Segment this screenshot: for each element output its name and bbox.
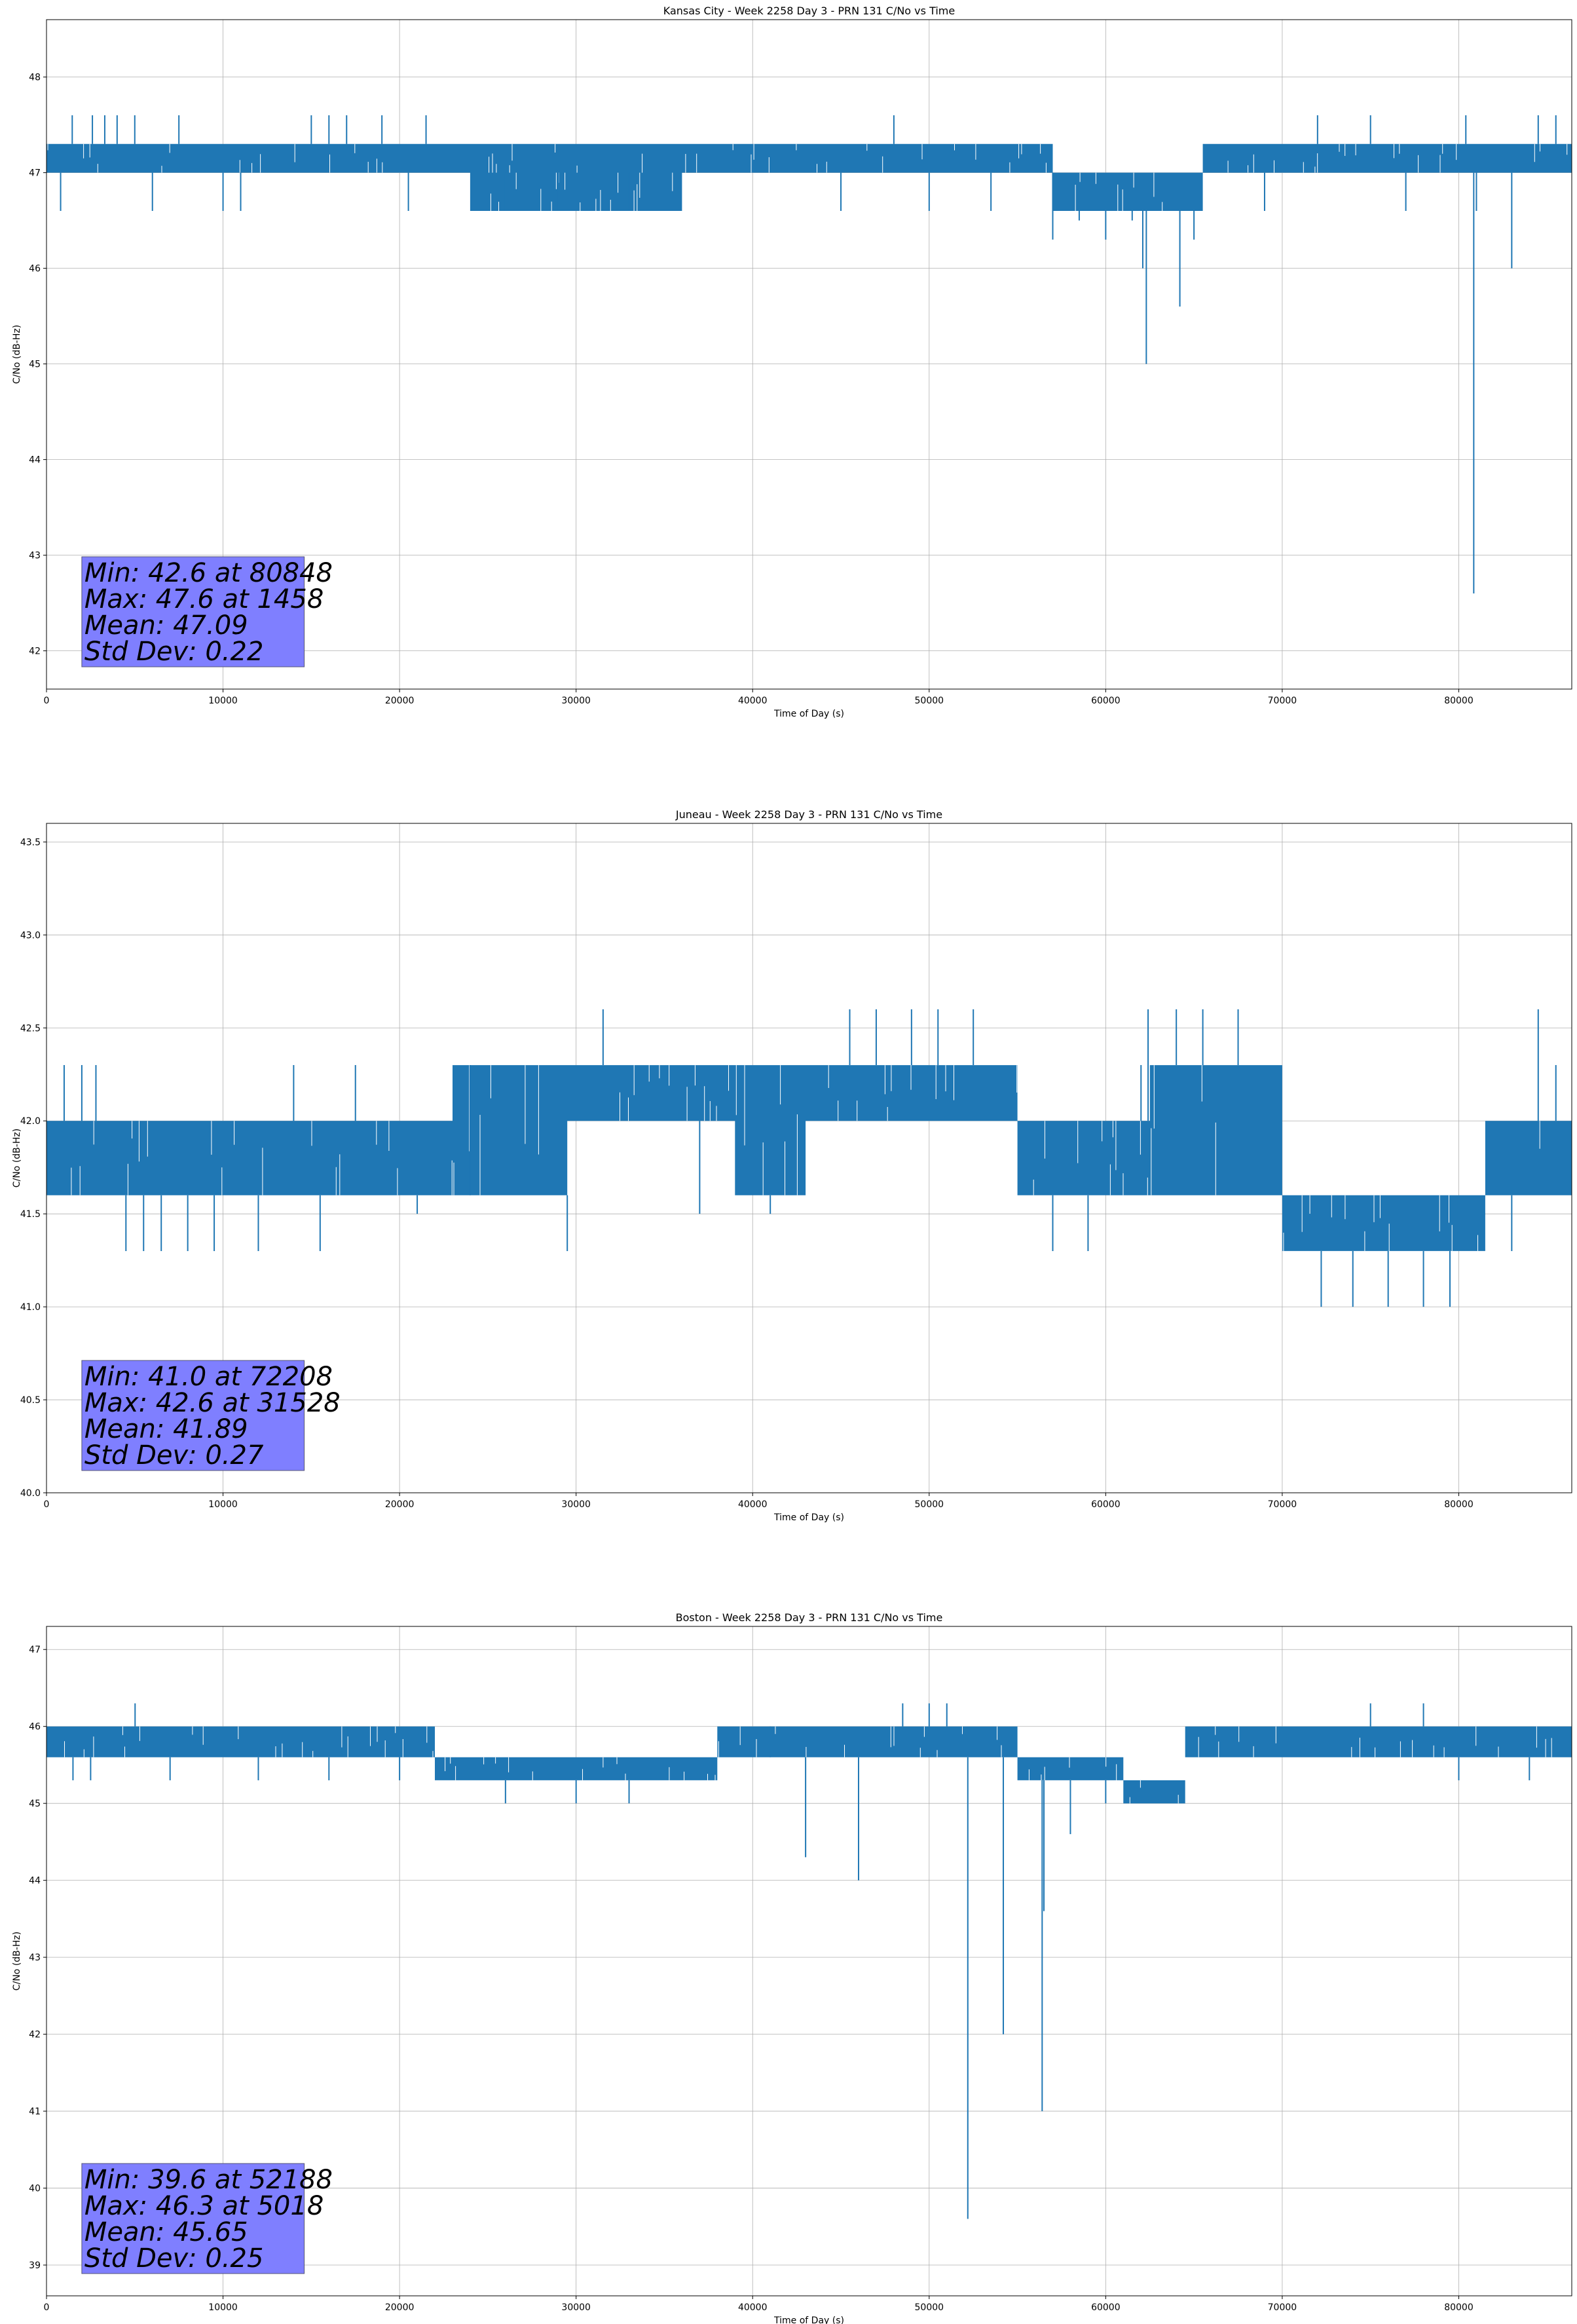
x-tick-label: 0 bbox=[44, 696, 50, 706]
y-tick-label: 48 bbox=[29, 73, 41, 83]
x-tick-label: 20000 bbox=[385, 1499, 415, 1510]
y-tick-label: 40.0 bbox=[20, 1488, 41, 1499]
y-tick-label: 39 bbox=[29, 2260, 41, 2271]
series-band bbox=[46, 1726, 1572, 1804]
y-axis-label: C/No (dB-Hz) bbox=[12, 325, 22, 384]
x-axis-label: Time of Day (s) bbox=[773, 2315, 844, 2324]
stats-std: Std Dev: 0.25 bbox=[84, 2243, 264, 2274]
stats-min: Min: 39.6 at 52188 bbox=[84, 2165, 333, 2195]
y-tick-label: 42 bbox=[29, 2030, 41, 2040]
x-tick-label: 30000 bbox=[561, 696, 591, 706]
x-tick-label: 70000 bbox=[1268, 1499, 1297, 1510]
y-axis-label: C/No (dB-Hz) bbox=[12, 1129, 22, 1188]
chart-panel-1: 0 10000 20000 30000 40000 50000 60000 70000 8000… bbox=[12, 808, 1572, 1523]
x-tick-label: 70000 bbox=[1268, 696, 1297, 706]
x-tick-label: 40000 bbox=[738, 696, 768, 706]
plot-frame bbox=[46, 1626, 1572, 2296]
x-tick-label: 60000 bbox=[1091, 1499, 1121, 1510]
y-tick-label: 46 bbox=[29, 1722, 41, 1733]
y-tick-label: 43.5 bbox=[20, 837, 41, 848]
stats-max: Max: 42.6 at 31528 bbox=[84, 1388, 341, 1418]
chart-panel-0: 0 10000 20000 30000 40000 50000 60000 70000 8000… bbox=[12, 5, 1572, 719]
x-tick-label: 30000 bbox=[561, 2302, 591, 2313]
y-tick-label: 40.5 bbox=[20, 1395, 41, 1406]
x-tick-label: 80000 bbox=[1444, 696, 1474, 706]
x-tick-label: 60000 bbox=[1091, 2302, 1121, 2313]
stats-box-background bbox=[81, 1360, 305, 1471]
stats-box-background bbox=[81, 2163, 305, 2274]
x-tick-label: 10000 bbox=[208, 696, 238, 706]
x-tick-label: 0 bbox=[44, 2302, 50, 2313]
x-tick-label: 40000 bbox=[738, 2302, 768, 2313]
y-tick-label: 41.0 bbox=[20, 1302, 41, 1313]
y-tick-label: 41 bbox=[29, 2107, 41, 2117]
x-tick-label: 80000 bbox=[1444, 2302, 1474, 2313]
stats-mean: Mean: 47.09 bbox=[84, 610, 248, 641]
y-tick-label: 42.5 bbox=[20, 1023, 41, 1034]
x-tick-label: 30000 bbox=[561, 1499, 591, 1510]
chart-panel-2: 0 10000 20000 30000 40000 50000 60000 70000 8000… bbox=[12, 1611, 1572, 2324]
stats-mean: Mean: 45.65 bbox=[84, 2217, 248, 2247]
y-tick-label: 45 bbox=[29, 360, 41, 370]
series-band bbox=[46, 143, 1572, 211]
series-gaps bbox=[64, 1726, 1552, 1804]
stats-std: Std Dev: 0.27 bbox=[84, 1440, 264, 1471]
stats-box-background bbox=[81, 556, 305, 667]
series-gaps bbox=[47, 143, 1568, 211]
y-tick-label: 47 bbox=[29, 1645, 41, 1655]
data-series bbox=[46, 1703, 1572, 2219]
data-series bbox=[46, 1009, 1572, 1307]
series-gaps bbox=[71, 1065, 1540, 1251]
x-tick-label: 50000 bbox=[915, 2302, 944, 2313]
x-tick-label: 20000 bbox=[385, 696, 415, 706]
x-tick-label: 80000 bbox=[1444, 1499, 1474, 1510]
y-tick-label: 42 bbox=[29, 647, 41, 657]
y-tick-label: 41.5 bbox=[20, 1209, 41, 1220]
y-tick-label: 42.0 bbox=[20, 1116, 41, 1127]
chart-title: Juneau - Week 2258 Day 3 - PRN 131 C/No … bbox=[675, 808, 942, 821]
x-tick-label: 10000 bbox=[208, 1499, 238, 1510]
series-band bbox=[46, 1065, 1572, 1251]
y-tick-label: 40 bbox=[29, 2184, 41, 2194]
data-series bbox=[46, 115, 1572, 593]
x-tick-label: 70000 bbox=[1268, 2302, 1297, 2313]
y-tick-label: 46 bbox=[29, 264, 41, 274]
y-tick-label: 43 bbox=[29, 551, 41, 561]
x-tick-label: 0 bbox=[44, 1499, 50, 1510]
y-tick-label: 43.0 bbox=[20, 930, 41, 941]
y-tick-label: 44 bbox=[29, 455, 41, 466]
stats-min: Min: 41.0 at 72208 bbox=[84, 1362, 333, 1392]
y-axis-label: C/No (dB-Hz) bbox=[12, 1932, 22, 1991]
y-tick-label: 47 bbox=[29, 168, 41, 179]
y-tick-label: 45 bbox=[29, 1799, 41, 1809]
x-tick-label: 10000 bbox=[208, 2302, 238, 2313]
x-tick-label: 20000 bbox=[385, 2302, 415, 2313]
stats-min: Min: 42.6 at 80848 bbox=[84, 558, 333, 588]
x-tick-label: 40000 bbox=[738, 1499, 768, 1510]
chart-title: Boston - Week 2258 Day 3 - PRN 131 C/No … bbox=[676, 1611, 943, 1624]
x-axis-label: Time of Day (s) bbox=[773, 709, 844, 719]
stats-std: Std Dev: 0.22 bbox=[84, 637, 264, 667]
x-tick-label: 60000 bbox=[1091, 696, 1121, 706]
x-tick-label: 50000 bbox=[915, 1499, 944, 1510]
x-tick-label: 50000 bbox=[915, 696, 944, 706]
y-tick-label: 44 bbox=[29, 1876, 41, 1886]
stats-mean: Mean: 41.89 bbox=[84, 1414, 248, 1444]
y-tick-label: 43 bbox=[29, 1953, 41, 1963]
plot-frame bbox=[46, 19, 1572, 690]
chart-title: Kansas City - Week 2258 Day 3 - PRN 131 … bbox=[663, 5, 955, 17]
plot-frame bbox=[46, 823, 1572, 1493]
stats-max: Max: 46.3 at 5018 bbox=[84, 2191, 324, 2221]
stats-max: Max: 47.6 at 1458 bbox=[84, 584, 324, 614]
x-axis-label: Time of Day (s) bbox=[773, 1512, 844, 1523]
